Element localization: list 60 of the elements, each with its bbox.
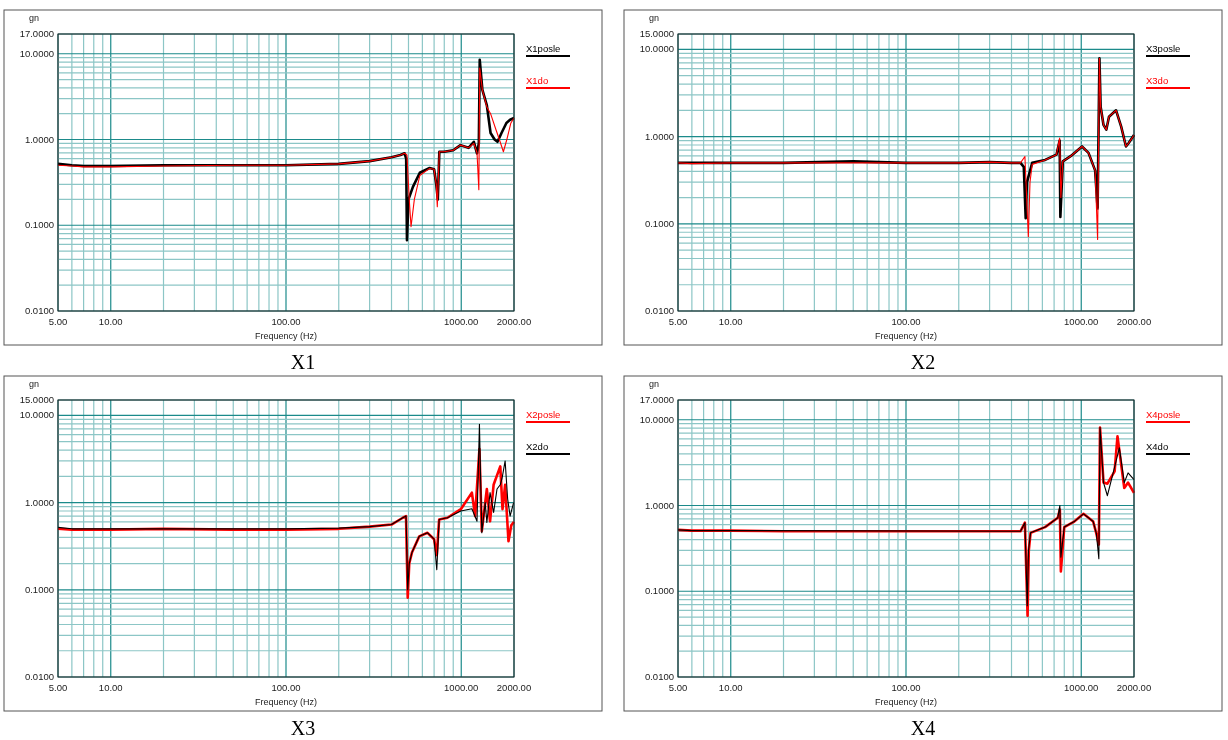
x-axis-title: Frequency (Hz) <box>254 697 318 707</box>
x-tick-label: 10.00 <box>718 682 743 693</box>
y-tick-label: 0.1000 <box>644 585 674 597</box>
text: X2do <box>526 441 549 452</box>
y-tick-label: 15.0000 <box>639 28 674 39</box>
x-tick-label: 2000.00 <box>496 316 532 327</box>
y-tick-label: 1.0000 <box>24 133 54 145</box>
x-tick-label: 5.00 <box>668 316 688 327</box>
x-tick-label: 2000.00 <box>1116 316 1152 327</box>
text: X3posle <box>1146 43 1181 54</box>
y-axis-title: gn <box>648 379 660 389</box>
y-tick-label: 0.0100 <box>24 671 54 682</box>
x-axis-title: Frequency (Hz) <box>874 697 938 707</box>
y-tick-label: 0.0100 <box>24 305 54 316</box>
y-tick-label: 10.0000 <box>639 413 674 425</box>
x-tick-label: 100.00 <box>891 682 921 693</box>
y-tick-label: 0.1000 <box>24 583 54 595</box>
x-tick-label: 5.00 <box>668 682 688 693</box>
x-tick-label: 1000.00 <box>1064 682 1099 693</box>
x-axis-title: Frequency (Hz) <box>254 331 318 341</box>
x-tick-label: 1000.00 <box>444 682 479 693</box>
x-tick-label: 10.00 <box>718 316 743 327</box>
x-tick-label: 1000.00 <box>444 316 479 327</box>
y-tick-label: 1.0000 <box>644 130 674 142</box>
x-tick-label: 1000.00 <box>1064 316 1099 327</box>
y-axis-title: gn <box>28 13 40 23</box>
x-tick-label: 100.00 <box>271 316 301 327</box>
y-tick-label: 0.0100 <box>644 305 674 316</box>
y-tick-label: 0.1000 <box>644 217 674 229</box>
x-tick-label: 2000.00 <box>1116 682 1152 693</box>
text: X1posle <box>526 43 561 54</box>
y-tick-label: 15.0000 <box>19 394 54 405</box>
y-axis-title: gn <box>648 13 660 23</box>
y-tick-label: 0.1000 <box>24 219 54 231</box>
text: X3do <box>1146 75 1169 86</box>
y-tick-label: 17.0000 <box>19 28 54 39</box>
text: X3 <box>290 717 316 739</box>
x-tick-label: 10.00 <box>98 316 123 327</box>
x-tick-label: 10.00 <box>98 682 123 693</box>
text: X4do <box>1146 441 1169 452</box>
text: X1 <box>290 351 316 373</box>
text: X2posle <box>526 409 561 420</box>
y-tick-label: 1.0000 <box>24 496 54 508</box>
text: X1do <box>526 75 549 86</box>
text: X2 <box>910 351 936 373</box>
text: X4 <box>910 717 936 739</box>
x-tick-label: 2000.00 <box>496 682 532 693</box>
x-tick-label: 5.00 <box>48 682 68 693</box>
x-tick-label: 100.00 <box>271 682 301 693</box>
y-tick-label: 0.0100 <box>644 671 674 682</box>
y-tick-label: 10.0000 <box>19 47 54 59</box>
y-tick-label: 17.0000 <box>639 394 674 405</box>
x-axis-title: Frequency (Hz) <box>874 331 938 341</box>
x-tick-label: 5.00 <box>48 316 68 327</box>
y-axis-title: gn <box>28 379 40 389</box>
y-tick-label: 10.0000 <box>639 43 674 55</box>
y-tick-label: 1.0000 <box>644 499 674 511</box>
text: X4posle <box>1146 409 1181 420</box>
y-tick-label: 10.0000 <box>19 409 54 421</box>
x-tick-label: 100.00 <box>891 316 921 327</box>
